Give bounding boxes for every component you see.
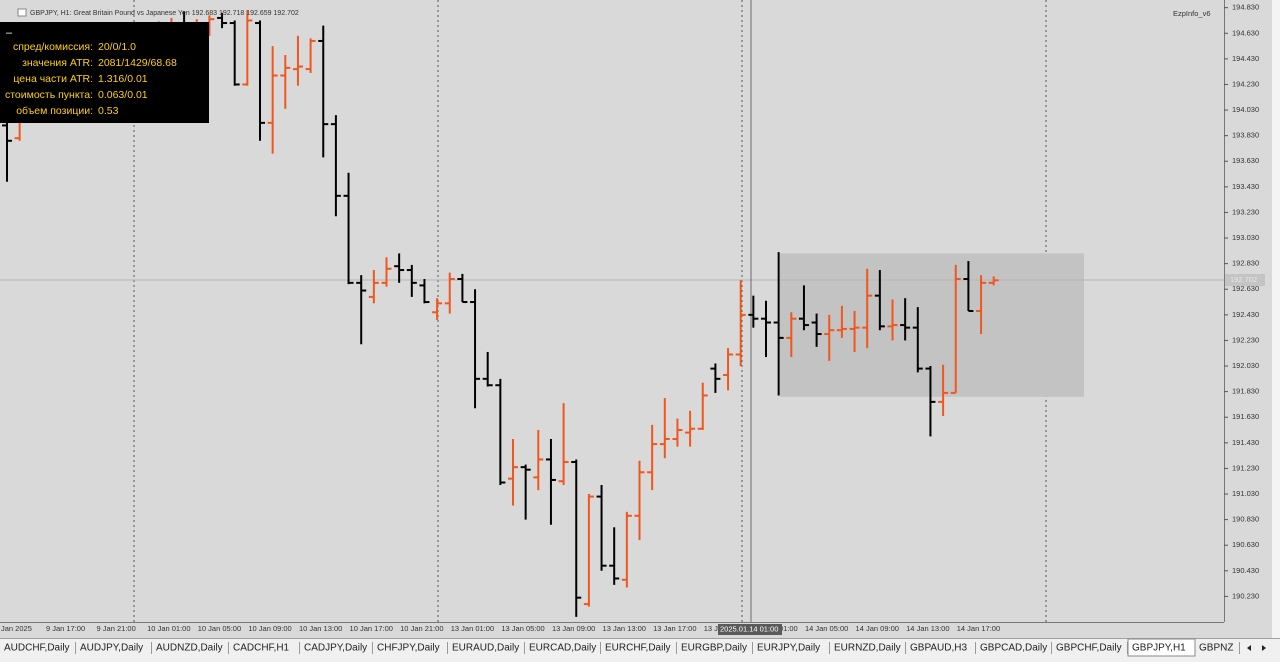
y-tick-label: 194.830 <box>1232 3 1259 12</box>
y-tick-label: 190.630 <box>1232 540 1259 549</box>
tab-label[interactable]: EURJPY,Daily <box>757 643 820 654</box>
tab-label[interactable]: AUDNZD,Daily <box>156 643 223 654</box>
tab-label[interactable]: EURGBP,Daily <box>681 643 747 654</box>
y-tick-label: 194.630 <box>1232 28 1259 37</box>
tab-scroll-right[interactable] <box>1262 645 1266 651</box>
tab-label[interactable]: EURCAD,Daily <box>529 643 596 654</box>
tab-label[interactable]: GBPJPY,H1 <box>1132 643 1186 654</box>
x-tick-label: 10 Jan 17:00 <box>350 624 393 633</box>
x-tick-label: 10 Jan 01:00 <box>147 624 190 633</box>
info-label: спред/комиссия: <box>13 41 93 53</box>
x-tick-label: 13 Jan 09:00 <box>552 624 595 633</box>
x-tick-label: 13 Jan 13:00 <box>603 624 646 633</box>
tab-label[interactable]: CHFJPY,Daily <box>377 643 440 654</box>
y-tick-label: 191.630 <box>1232 412 1259 421</box>
y-tick-label: 190.230 <box>1232 591 1259 600</box>
tab-label[interactable]: GBPCHF,Daily <box>1056 643 1122 654</box>
tab-bar <box>0 638 1280 662</box>
y-tick-label: 194.230 <box>1232 79 1259 88</box>
crosshair-label: 2025.01.14 01:00 <box>720 624 778 633</box>
side-panel-edge <box>1272 0 1280 638</box>
y-tick-label: 190.430 <box>1232 566 1259 575</box>
x-tick-label: 14 Jan 09:00 <box>856 624 899 633</box>
y-tick-label: 191.430 <box>1232 438 1259 447</box>
y-tick-label: 192.830 <box>1232 259 1259 268</box>
info-value: 2081/1429/68.68 <box>98 57 177 69</box>
y-tick-label: 192.030 <box>1232 361 1259 370</box>
info-value: 20/0/1.0 <box>98 41 136 53</box>
tab-label[interactable]: GBPCAD,Daily <box>980 643 1047 654</box>
y-tick-label: 193.430 <box>1232 182 1259 191</box>
tab-label[interactable]: AUDJPY,Daily <box>80 643 143 654</box>
current-price-box <box>1225 274 1265 287</box>
chart-title: GBPJPY, H1: Great Britain Pound vs Japan… <box>30 10 299 17</box>
x-tick-label: 14 Jan 17:00 <box>957 624 1000 633</box>
tab-label[interactable]: EURNZD,Daily <box>834 643 901 654</box>
tab-label[interactable]: CADJPY,Daily <box>304 643 367 654</box>
y-tick-label: 192.430 <box>1232 310 1259 319</box>
info-label: значения ATR: <box>22 57 93 69</box>
info-label: стоимость пункта: <box>5 89 93 101</box>
x-tick-label: 10 Jan 05:00 <box>198 624 241 633</box>
tab-label[interactable]: EURCHF,Daily <box>605 643 671 654</box>
plot-area <box>0 0 1224 622</box>
x-tick-label: Jan 2025 <box>1 624 32 633</box>
y-tick-label: 193.830 <box>1232 131 1259 140</box>
x-tick-label: 13 Jan 05:00 <box>501 624 544 633</box>
info-label: цена части ATR: <box>13 73 93 85</box>
y-tick-label: 193.030 <box>1232 233 1259 242</box>
x-tick-label: 10 Jan 13:00 <box>299 624 342 633</box>
chart-icon <box>17 8 27 17</box>
info-label: объем позиции: <box>16 105 93 117</box>
y-tick-label: 190.830 <box>1232 515 1259 524</box>
info-panel-header: – <box>6 27 13 39</box>
current-price-label: 192.702 <box>1230 275 1257 284</box>
crosshair-label-box <box>718 624 782 635</box>
x-tick-label: 9 Jan 17:00 <box>46 624 85 633</box>
x-tick-label: 10 Jan 09:00 <box>248 624 291 633</box>
tab-label[interactable]: GBPAUD,H3 <box>910 643 967 654</box>
info-panel-bg <box>0 22 209 123</box>
x-tick-label: 10 Jan 21:00 <box>400 624 443 633</box>
y-tick-label: 194.430 <box>1232 54 1259 63</box>
x-tick-label: 14 Jan 13:00 <box>906 624 949 633</box>
tab-label[interactable]: CADCHF,H1 <box>233 643 290 654</box>
y-tick-label: 191.830 <box>1232 387 1259 396</box>
info-value: 1.316/0.01 <box>98 73 148 85</box>
info-panel: – спред/комиссия: 20/0/1.0 значения ATR: 20… <box>0 22 209 123</box>
tab-scroll-left[interactable] <box>1247 645 1251 651</box>
info-value: 0.53 <box>98 105 119 117</box>
y-tick-label: 193.230 <box>1232 207 1259 216</box>
x-tick-label: 13 Jan 01:00 <box>451 624 494 633</box>
tab-label[interactable]: EURAUD,Daily <box>452 643 519 654</box>
tab-label[interactable]: AUDCHF,Daily <box>4 643 70 654</box>
range-rectangle <box>780 253 1084 397</box>
y-tick-label: 194.030 <box>1232 105 1259 114</box>
y-tick-label: 191.230 <box>1232 463 1259 472</box>
y-tick-label: 191.030 <box>1232 489 1259 498</box>
tab-active[interactable] <box>1127 638 1196 657</box>
y-tick-label: 192.630 <box>1232 284 1259 293</box>
x-tick-label: 14 Jan 05:00 <box>805 624 848 633</box>
indicator-label: EzpInfo_v6 <box>1173 9 1211 18</box>
y-tick-label: 192.230 <box>1232 335 1259 344</box>
y-tick-label: 193.630 <box>1232 156 1259 165</box>
x-tick-label: 13 Jan 17:00 <box>653 624 696 633</box>
info-value: 0.063/0.01 <box>98 89 148 101</box>
x-tick-label: 9 Jan 21:00 <box>97 624 136 633</box>
tab-label[interactable]: GBPNZ <box>1199 643 1233 654</box>
